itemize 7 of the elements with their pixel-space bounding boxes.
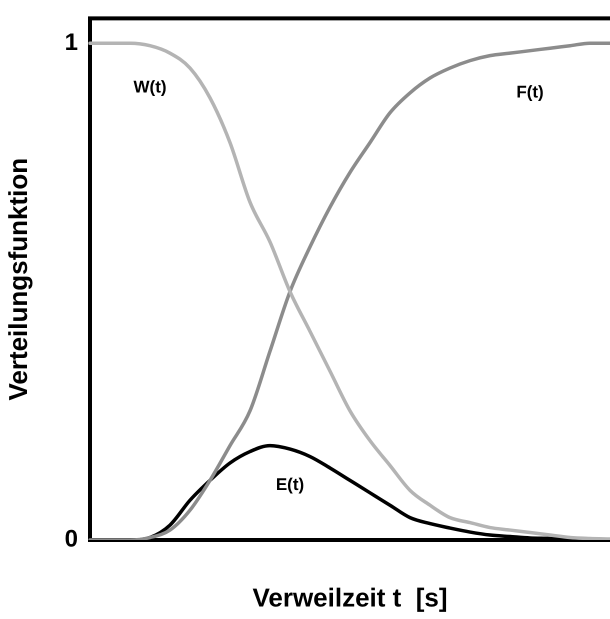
y-tick-label: 1 [64,28,78,56]
y-tick-label: 0 [64,526,78,553]
series-label: F(t) [516,82,544,102]
x-axis-title: Verweilzeit t [s] [252,582,448,613]
series-label: W(t) [133,77,167,96]
y-axis-title: Verteilungsfunktion [2,158,33,401]
series-label: E(t) [276,474,304,494]
